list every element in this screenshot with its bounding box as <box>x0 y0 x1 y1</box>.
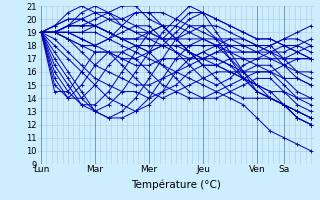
X-axis label: Température (°C): Température (°C) <box>131 180 221 190</box>
